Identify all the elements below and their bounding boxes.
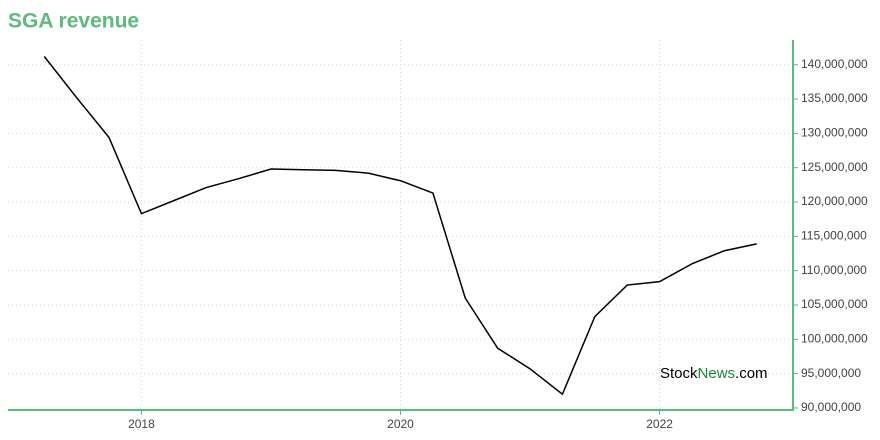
watermark: StockNews.com bbox=[660, 365, 768, 382]
chart-title: SGA revenue bbox=[8, 10, 139, 33]
watermark-highlight: News bbox=[698, 365, 736, 382]
y-tick-label: 110,000,000 bbox=[801, 263, 867, 277]
y-tick-label: 130,000,000 bbox=[801, 126, 868, 140]
watermark-prefix: Stock bbox=[660, 365, 698, 382]
y-tick-label: 125,000,000 bbox=[801, 160, 868, 174]
y-tick-label: 105,000,000 bbox=[801, 297, 868, 311]
y-tick-label: 100,000,000 bbox=[801, 331, 868, 345]
y-tick-label: 135,000,000 bbox=[801, 91, 868, 105]
x-tick-label: 2018 bbox=[128, 417, 155, 431]
y-tick-label: 95,000,000 bbox=[801, 366, 861, 380]
y-tick-label: 120,000,000 bbox=[801, 194, 868, 208]
y-tick-label: 115,000,000 bbox=[801, 228, 867, 242]
y-tick-label: 90,000,000 bbox=[801, 400, 861, 414]
watermark-suffix: .com bbox=[735, 365, 768, 382]
x-tick-label: 2022 bbox=[646, 417, 673, 431]
line-series bbox=[43, 56, 757, 396]
y-tick-label: 140,000,000 bbox=[801, 57, 868, 71]
x-tick-label: 2020 bbox=[387, 417, 414, 431]
